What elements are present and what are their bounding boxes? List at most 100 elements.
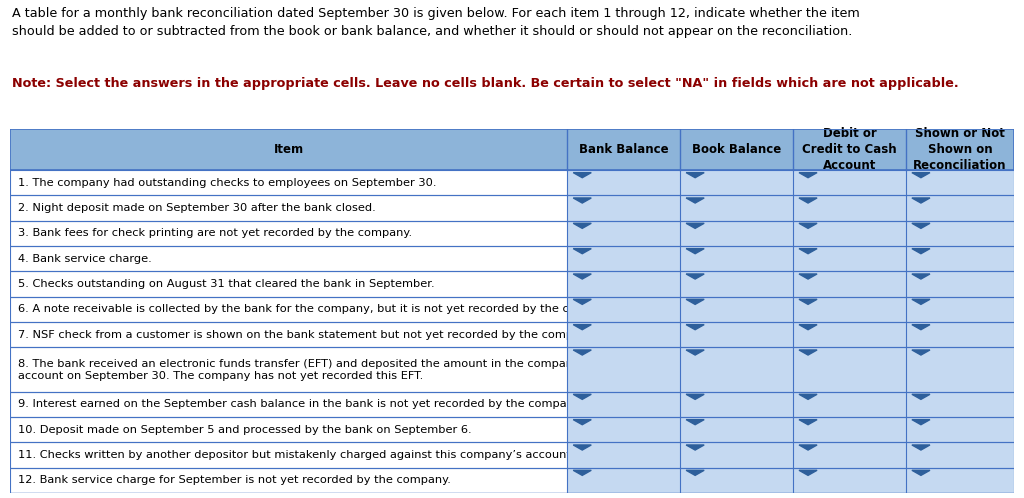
Text: 11. Checks written by another depositor but mistakenly charged against this comp: 11. Checks written by another depositor … [18, 450, 574, 460]
Bar [793, 392, 906, 417]
Bar [10, 322, 1014, 347]
Polygon shape [686, 445, 705, 450]
Text: 8. The bank received an electronic funds transfer (EFT) and deposited the amount: 8. The bank received an electronic funds… [18, 359, 590, 380]
Polygon shape [686, 173, 705, 178]
Bar [567, 246, 680, 271]
Polygon shape [686, 249, 705, 253]
Bar [680, 195, 793, 221]
Bar [10, 246, 1014, 271]
Text: 7. NSF check from a customer is shown on the bank statement but not yet recorded: 7. NSF check from a customer is shown on… [18, 330, 596, 340]
Bar [680, 271, 793, 297]
Bar [680, 347, 793, 392]
Polygon shape [799, 274, 817, 279]
Bar [10, 442, 1014, 468]
Polygon shape [912, 394, 930, 399]
Bar [793, 271, 906, 297]
Bar [793, 297, 906, 322]
Bar [10, 221, 1014, 246]
Text: Bank Balance: Bank Balance [579, 143, 669, 156]
Polygon shape [912, 249, 930, 253]
Polygon shape [686, 470, 705, 476]
Polygon shape [912, 299, 930, 304]
Polygon shape [573, 470, 591, 476]
Bar [10, 271, 1014, 297]
Polygon shape [573, 274, 591, 279]
Polygon shape [799, 350, 817, 355]
Bar [680, 417, 793, 442]
Text: 5. Checks outstanding on August 31 that cleared the bank in September.: 5. Checks outstanding on August 31 that … [18, 279, 435, 289]
Polygon shape [573, 350, 591, 355]
Polygon shape [686, 223, 705, 229]
Polygon shape [799, 420, 817, 425]
Polygon shape [912, 470, 930, 476]
Polygon shape [686, 198, 705, 203]
Bar [10, 347, 1014, 392]
Bar [10, 195, 1014, 221]
Bar [793, 442, 906, 468]
Bar [906, 468, 1014, 493]
Polygon shape [573, 198, 591, 203]
Bar [10, 417, 1014, 442]
Bar [567, 195, 680, 221]
Text: Book Balance: Book Balance [692, 143, 781, 156]
Bar [10, 129, 1014, 170]
Polygon shape [912, 420, 930, 425]
Bar [567, 417, 680, 442]
Polygon shape [912, 445, 930, 450]
Polygon shape [573, 249, 591, 253]
Bar [906, 322, 1014, 347]
Bar [680, 297, 793, 322]
Bar [567, 221, 680, 246]
Text: Item: Item [273, 143, 304, 156]
Bar [793, 195, 906, 221]
Text: A table for a monthly bank reconciliation dated September 30 is given below. For: A table for a monthly bank reconciliatio… [12, 7, 860, 38]
Polygon shape [686, 350, 705, 355]
Polygon shape [686, 394, 705, 399]
Bar [567, 442, 680, 468]
Polygon shape [799, 198, 817, 203]
Bar [793, 468, 906, 493]
Polygon shape [912, 325, 930, 330]
Text: 3. Bank fees for check printing are not yet recorded by the company.: 3. Bank fees for check printing are not … [18, 229, 413, 239]
Bar [680, 442, 793, 468]
Polygon shape [799, 394, 817, 399]
Bar [906, 271, 1014, 297]
Text: Note: Select the answers in the appropriate cells. Leave no cells blank. Be cert: Note: Select the answers in the appropri… [12, 77, 958, 90]
Bar [10, 129, 1014, 170]
Polygon shape [912, 223, 930, 229]
Polygon shape [573, 394, 591, 399]
Text: 2. Night deposit made on September 30 after the bank closed.: 2. Night deposit made on September 30 af… [18, 203, 376, 213]
Bar [793, 417, 906, 442]
Bar [793, 170, 906, 195]
Polygon shape [799, 173, 817, 178]
Polygon shape [686, 274, 705, 279]
Bar [793, 221, 906, 246]
Polygon shape [912, 173, 930, 178]
Polygon shape [573, 420, 591, 425]
Polygon shape [686, 325, 705, 330]
Text: 12. Bank service charge for September is not yet recorded by the company.: 12. Bank service charge for September is… [18, 476, 452, 486]
Bar [680, 221, 793, 246]
Bar [680, 246, 793, 271]
Bar [680, 392, 793, 417]
Polygon shape [912, 350, 930, 355]
Text: 10. Deposit made on September 5 and processed by the bank on September 6.: 10. Deposit made on September 5 and proc… [18, 425, 472, 435]
Bar [567, 322, 680, 347]
Text: 4. Bank service charge.: 4. Bank service charge. [18, 253, 152, 263]
Polygon shape [912, 274, 930, 279]
Polygon shape [573, 325, 591, 330]
Bar [10, 392, 1014, 417]
Polygon shape [573, 173, 591, 178]
Bar [906, 442, 1014, 468]
Bar [906, 170, 1014, 195]
Text: 6. A note receivable is collected by the bank for the company, but it is not yet: 6. A note receivable is collected by the… [18, 304, 617, 314]
Bar [793, 347, 906, 392]
Bar [10, 195, 1014, 221]
Bar [567, 271, 680, 297]
Bar [567, 170, 680, 195]
Polygon shape [573, 223, 591, 229]
Polygon shape [912, 198, 930, 203]
Bar [680, 468, 793, 493]
Polygon shape [799, 249, 817, 253]
Bar [906, 221, 1014, 246]
